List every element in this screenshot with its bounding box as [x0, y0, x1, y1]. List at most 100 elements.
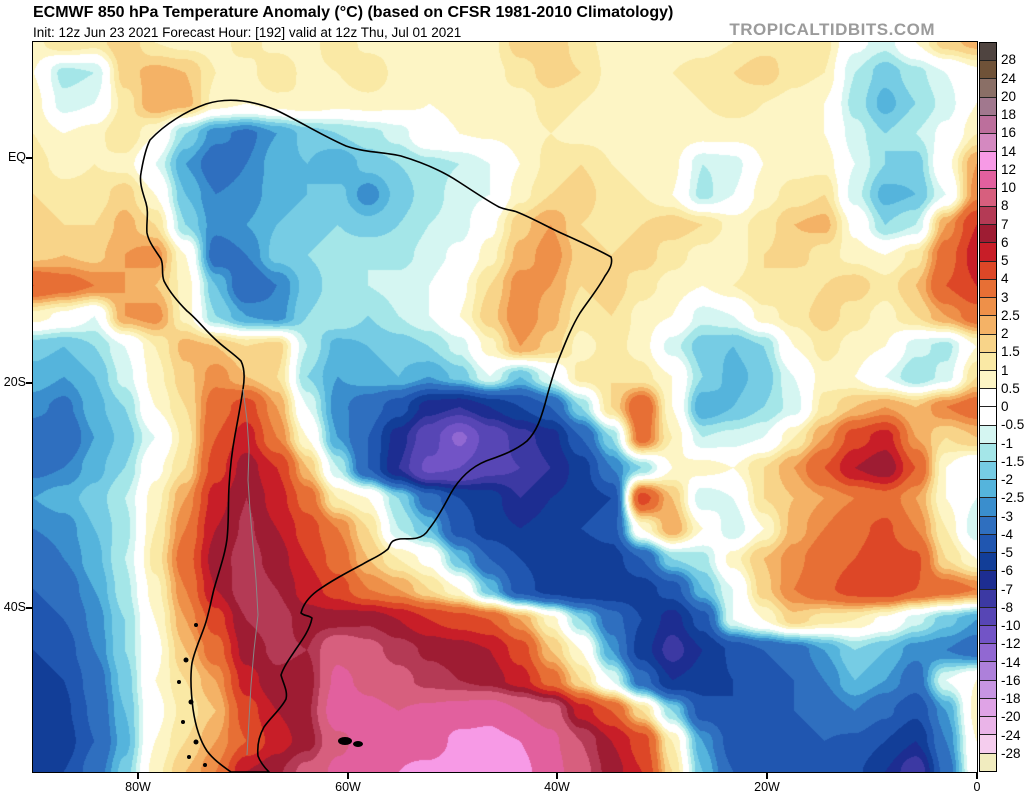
colorbar-label: 24 [1001, 70, 1017, 86]
colorbar-label: -4 [1001, 526, 1014, 542]
y-tick [26, 382, 33, 384]
colorbar-segment [980, 279, 996, 299]
colorbar-label: 7 [1001, 216, 1009, 232]
colorbar-label: -1.5 [1001, 453, 1024, 469]
colorbar-label: -12 [1001, 636, 1021, 652]
colorbar-label: 2 [1001, 326, 1009, 341]
x-tick-label: 20W [754, 780, 780, 794]
colorbar-label: -16 [1001, 672, 1021, 688]
colorbar-label: 18 [1001, 107, 1017, 122]
colorbar-segment [980, 188, 996, 207]
colorbar-label: -5 [1001, 545, 1014, 560]
colorbar-label: 20 [1001, 88, 1017, 104]
colorbar-segment [980, 225, 996, 244]
page-title: ECMWF 850 hPa Temperature Anomaly (°C) (… [33, 4, 674, 21]
colorbar-segment [980, 316, 996, 335]
colorbar-segment [980, 553, 996, 572]
colorbar-segment [980, 735, 996, 754]
x-tick-label: 40W [544, 780, 570, 794]
colorbar-segment [980, 443, 996, 463]
colorbar-label: -1 [1001, 435, 1014, 451]
colorbar-segment [980, 352, 996, 371]
colorbar-segment [980, 498, 996, 517]
colorbar-label: 1.5 [1001, 344, 1020, 360]
colorbar-label: -14 [1001, 654, 1021, 670]
colorbar-segment [980, 462, 996, 481]
colorbar-segment [980, 370, 996, 390]
colorbar-segment [980, 134, 996, 153]
colorbar-label: 0.5 [1001, 380, 1020, 396]
colorbar-segment [980, 334, 996, 353]
colorbar-label: -28 [1001, 745, 1021, 761]
colorbar-label: -6 [1001, 563, 1014, 579]
colorbar-label: 28 [1001, 52, 1017, 68]
x-tick-label: 0 [973, 780, 981, 794]
colorbar-label: 1 [1001, 362, 1009, 378]
map-plot-area [32, 41, 978, 773]
y-tick [26, 157, 33, 159]
colorbar-segment [980, 206, 996, 226]
colorbar-segment [980, 298, 996, 317]
colorbar-label: -3 [1001, 508, 1014, 524]
anomaly-field-canvas [33, 42, 977, 772]
x-tick [137, 772, 139, 779]
colorbar-segment [980, 389, 996, 408]
colorbar-segment [980, 97, 996, 116]
colorbar-segment [980, 644, 996, 663]
x-tick [347, 772, 349, 779]
colorbar-segment [980, 680, 996, 699]
colorbar-segment [980, 607, 996, 626]
colorbar-segment [980, 61, 996, 80]
colorbar-label: 4 [1001, 271, 1009, 287]
colorbar-label: -18 [1001, 691, 1021, 706]
colorbar-label: -2 [1001, 472, 1014, 487]
y-tick-label: 40S [3, 600, 26, 614]
colorbar-label: -10 [1001, 618, 1021, 633]
colorbar-label: -0.5 [1001, 417, 1024, 433]
x-tick-label: 60W [335, 780, 361, 794]
colorbar-label: 16 [1001, 125, 1017, 141]
colorbar-segment [980, 626, 996, 645]
y-tick-label: EQ [7, 150, 26, 164]
colorbar-segment [980, 425, 996, 444]
colorbar-label: -8 [1001, 599, 1014, 615]
colorbar-label: 2.5 [1001, 307, 1020, 323]
colorbar-segment [980, 753, 996, 771]
colorbar-segment [980, 534, 996, 554]
y-tick [26, 607, 33, 609]
colorbar-segment [980, 407, 996, 426]
colorbar-label: -2.5 [1001, 490, 1024, 506]
colorbar-segment [980, 43, 996, 62]
colorbar-segment [980, 152, 996, 171]
colorbar-segment [980, 516, 996, 535]
colorbar-label: 12 [1001, 161, 1017, 177]
y-tick-label: 20S [3, 375, 26, 389]
colorbar-segment [980, 79, 996, 98]
colorbar-segment [980, 698, 996, 718]
colorbar-label: 0 [1001, 399, 1009, 414]
colorbar-segment [980, 589, 996, 608]
x-tick [766, 772, 768, 779]
site-watermark: TROPICALTIDBITS.COM [729, 20, 935, 39]
forecast-init-line: Init: 12z Jun 23 2021 Forecast Hour: [19… [33, 25, 462, 40]
colorbar-segment [980, 261, 996, 280]
colorbar-label: -7 [1001, 581, 1014, 597]
colorbar-label: 10 [1001, 180, 1017, 195]
colorbar-segment [980, 662, 996, 681]
colorbar-segment [980, 115, 996, 135]
colorbar-label: 14 [1001, 143, 1017, 159]
colorbar-segment [980, 243, 996, 262]
colorbar-segment [980, 480, 996, 499]
colorbar-label: 3 [1001, 289, 1009, 305]
colorbar-label: 6 [1001, 234, 1009, 250]
colorbar-segment [980, 170, 996, 189]
colorbar-label: -20 [1001, 709, 1021, 725]
colorbar-segment [980, 571, 996, 590]
colorbar-label: 8 [1001, 198, 1009, 214]
colorbar-label: 5 [1001, 253, 1009, 268]
x-tick [556, 772, 558, 779]
x-tick-label: 80W [125, 780, 151, 794]
colorbar-label: -24 [1001, 727, 1021, 743]
colorbar-segment [980, 717, 996, 736]
